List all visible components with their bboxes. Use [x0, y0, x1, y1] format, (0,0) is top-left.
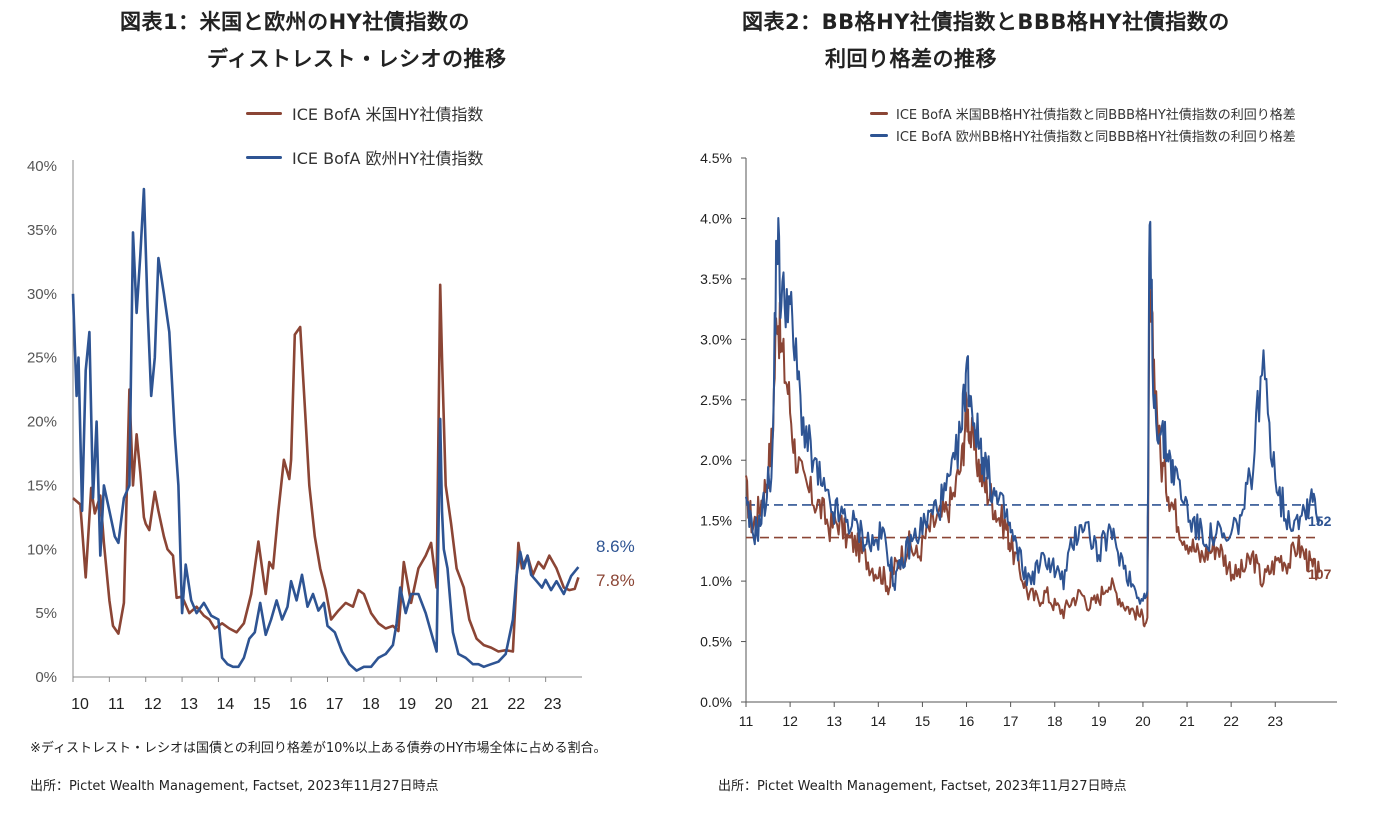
- legend-swatch-eu: [870, 134, 888, 137]
- x-tick-label: 17: [326, 696, 344, 713]
- legend-item-us: ICE BofA 米国BB格HY社債指数と同BBB格HY社債指数の利回り格差: [870, 104, 1296, 123]
- y-tick-label: 5%: [35, 605, 57, 622]
- chart-title-line1: 図表1：米国と欧州のHY社債指数の: [120, 10, 470, 34]
- x-tick-label: 22: [507, 696, 525, 713]
- x-tick-label: 14: [871, 713, 887, 729]
- x-tick-label: 18: [362, 696, 380, 713]
- x-tick-label: 17: [1003, 713, 1019, 729]
- y-tick-label: 0%: [35, 669, 57, 686]
- legend-swatch-us: [870, 112, 888, 115]
- series-line-us: [72, 283, 580, 653]
- x-tick-label: 19: [1091, 713, 1107, 729]
- chart-distressed-ratio: 0% 5% 10% 15% 20% 25% 30% 35% 40% 10 11 12 13 14 15 16 1…: [27, 158, 635, 713]
- x-tick-label: 12: [144, 696, 162, 713]
- y-tick-label: 2.5%: [700, 392, 732, 408]
- y-tick-label: 4.5%: [700, 150, 732, 166]
- legend-swatch-eu: [246, 155, 282, 159]
- y-tick-label: 3.0%: [700, 331, 732, 347]
- y-tick-label: 1.5%: [700, 513, 732, 529]
- x-tick-label: 21: [471, 696, 489, 713]
- source-note: 出所：Pictet Wealth Management, Factset, 20…: [30, 779, 439, 794]
- legend-item-eu: ICE BofA 欧州BB格HY社債指数と同BBB格HY社債指数の利回り格差: [870, 126, 1296, 145]
- y-tick-label: 20%: [27, 414, 57, 431]
- legend-label-eu: ICE BofA 欧州BB格HY社債指数と同BBB格HY社債指数の利回り格差: [896, 130, 1296, 145]
- series-line-eu: [71, 187, 580, 672]
- chart-bb-bbb-spread: 0.0% 0.5% 1.0% 1.5% 2.0% 2.5% 3.0% 3.5% 4.0% 4.5%…: [700, 150, 1337, 729]
- x-tick-label: 13: [180, 696, 198, 713]
- y-tick-label: 40%: [27, 158, 57, 175]
- x-tick-label: 13: [826, 713, 842, 729]
- chart-title-line2: ディストレスト・レシオの推移: [207, 47, 507, 71]
- y-tick-label: 10%: [27, 541, 57, 558]
- x-tick-label: 22: [1223, 713, 1239, 729]
- y-tick-label: 0.5%: [700, 634, 732, 650]
- x-tick-label: 23: [544, 696, 562, 713]
- x-tick-label: 18: [1047, 713, 1063, 729]
- y-tick-label: 15%: [27, 477, 57, 494]
- x-tick-label: 10: [71, 696, 89, 713]
- chart-title-line2: 利回り格差の推移: [825, 47, 997, 71]
- x-tick-label: 15: [253, 696, 271, 713]
- source-note: 出所：Pictet Wealth Management, Factset, 20…: [718, 779, 1127, 794]
- x-tick-label: 20: [1135, 713, 1151, 729]
- y-tick-label: 30%: [27, 286, 57, 303]
- footnote: ※ディストレスト・レシオは国債との利回り格差が10%以上ある債券のHY市場全体に…: [30, 741, 607, 756]
- end-label-eu: 8.6%: [596, 537, 635, 556]
- end-label-us: 7.8%: [596, 571, 635, 590]
- y-tick-label: 4.0%: [700, 210, 732, 226]
- x-tick-label: 11: [739, 713, 754, 729]
- x-tick-label: 16: [289, 696, 307, 713]
- legend-swatch-us: [246, 111, 282, 115]
- x-tick-label: 11: [108, 696, 125, 713]
- y-tick-label: 0.0%: [700, 694, 732, 710]
- legend-item-us: ICE BofA 米国HY社債指数: [246, 101, 483, 125]
- y-tick-label: 35%: [27, 222, 57, 239]
- x-tick-label: 16: [959, 713, 975, 729]
- legend-item-eu: ICE BofA 欧州HY社債指数: [246, 145, 483, 169]
- chart-title-line1: 図表2：BB格HY社債指数とBBB格HY社債指数の: [742, 10, 1230, 34]
- series-line-eu: [745, 217, 1321, 605]
- legend-label-us: ICE BofA 米国HY社債指数: [292, 105, 484, 124]
- x-tick-label: 20: [435, 696, 453, 713]
- legend-label-us: ICE BofA 米国BB格HY社債指数と同BBB格HY社債指数の利回り格差: [896, 108, 1296, 123]
- x-tick-label: 14: [217, 696, 235, 713]
- x-tick-label: 12: [782, 713, 798, 729]
- x-tick-label: 21: [1179, 713, 1195, 729]
- y-tick-label: 2.0%: [700, 452, 732, 468]
- legend-label-eu: ICE BofA 欧州HY社債指数: [292, 149, 484, 168]
- end-label-us: 107: [1308, 566, 1332, 582]
- y-tick-label: 25%: [27, 350, 57, 367]
- end-label-eu: 152: [1308, 513, 1332, 529]
- y-tick-label: 1.0%: [700, 573, 732, 589]
- x-tick-label: 23: [1267, 713, 1283, 729]
- chart-panel-bb-bbb-spread: 図表2：BB格HY社債指数とBBB格HY社債指数の 利回り格差の推移 ICE B…: [690, 0, 1399, 818]
- series-line-us: [745, 280, 1321, 628]
- chart-panel-distressed-ratio: 図表1：米国と欧州のHY社債指数の ディストレスト・レシオの推移 ICE Bof…: [0, 0, 690, 818]
- x-tick-label: 19: [398, 696, 416, 713]
- x-tick-label: 15: [915, 713, 931, 729]
- y-tick-label: 3.5%: [700, 271, 732, 287]
